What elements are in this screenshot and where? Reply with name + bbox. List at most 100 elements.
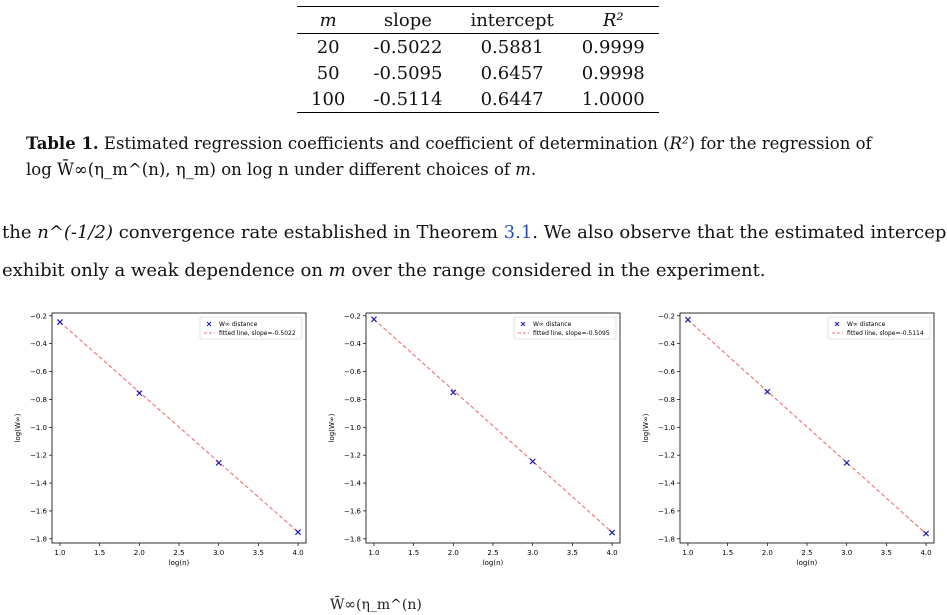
cell-m: 50	[316, 62, 340, 84]
y-tick-label: −1.6	[658, 507, 676, 515]
table-header-row: m slope intercept R²	[297, 6, 659, 34]
x-tick-label: 1.0	[54, 549, 65, 557]
y-tick-label: −1.0	[344, 424, 361, 432]
body-line1-c: . We also observe that the estimated int…	[532, 222, 947, 243]
x-tick-label: 1.5	[408, 549, 419, 557]
fitted-line	[59, 321, 299, 533]
table-caption: Table 1. Estimated regression coefficien…	[26, 131, 926, 183]
legend-label: W∞ distance	[847, 321, 886, 328]
x-tick-label: 2.0	[448, 549, 459, 557]
legend: W∞ distance fitted line, slope=-0.5022	[199, 316, 303, 340]
next-caption-fragment: W̄∞(η_m^(n)	[330, 597, 422, 613]
caption-math-rhs: log n	[247, 160, 289, 179]
plot-frame	[365, 312, 621, 544]
x-axis-label: log(n)	[169, 559, 190, 567]
cell-slope: -0.5095	[373, 62, 443, 84]
x-tick-label: 2.5	[173, 549, 184, 557]
header-slope: slope	[383, 9, 432, 31]
y-tick-label: −0.2	[658, 312, 675, 320]
chart-svg: 1.0 1.5 2.0 2.5 3.0 3.5 4.0 −0.2 −0.4 −0.6 −0.8 −1.…	[328, 312, 621, 567]
x-tick-label: 3.0	[213, 549, 224, 557]
table-row: 50 -0.5095 0.6457 0.9998	[297, 60, 659, 86]
x-tick-label: 3.5	[567, 549, 578, 557]
y-tick-label: −1.8	[344, 535, 361, 543]
legend-marker	[520, 321, 526, 327]
x-tick-label: 2.0	[762, 549, 773, 557]
data-point	[295, 529, 302, 536]
x-tick-label: 4.0	[292, 549, 303, 557]
body-line2-a: exhibit only a weak dependence on	[2, 260, 329, 281]
x-tick-label: 2.0	[134, 549, 145, 557]
y-tick-label: −1.2	[30, 452, 47, 460]
x-tick-label: 2.5	[801, 549, 812, 557]
y-tick-label: −0.2	[30, 312, 47, 320]
chart-svg: 1.0 1.5 2.0 2.5 3.0 3.5 4.0 −0.2 −0.4 −0.6 −0.8 −1.…	[642, 312, 935, 567]
legend-box	[827, 316, 931, 340]
data-point	[609, 529, 616, 536]
cell-r2: 0.9999	[581, 36, 645, 58]
y-tick-label: −0.6	[658, 368, 676, 376]
chart-m20: 1.0 1.5 2.0 2.5 3.0 3.5 4.0 −0.2 −0.4 −0.6 −0.8 −1.…	[8, 305, 313, 580]
cell-m: 100	[311, 88, 346, 110]
x-tick-label: 1.5	[94, 549, 105, 557]
x-tick-label: 3.5	[881, 549, 892, 557]
y-tick-label: −0.4	[344, 340, 362, 348]
data-point	[684, 316, 691, 323]
legend: W∞ distance fitted line, slope=-0.5095	[513, 316, 617, 340]
x-tick-label: 4.0	[920, 549, 931, 557]
plot-frame	[51, 312, 307, 544]
y-axis-label: log(W∞)	[642, 413, 650, 442]
y-tick-label: −0.4	[30, 340, 48, 348]
y-tick-label: −1.6	[344, 507, 362, 515]
y-axis-label: log(W∞)	[14, 413, 22, 442]
cell-intercept: 0.5881	[480, 36, 544, 58]
legend-label: W∞ distance	[219, 321, 258, 328]
cell-r2: 0.9998	[581, 62, 645, 84]
cell-intercept: 0.6457	[480, 62, 544, 84]
cell-slope: -0.5114	[373, 88, 443, 110]
legend-label: fitted line, slope=-0.5114	[847, 330, 924, 337]
legend: W∞ distance fitted line, slope=-0.5114	[827, 316, 931, 340]
y-tick-label: −1.4	[344, 480, 362, 488]
caption-r2: R²	[669, 134, 689, 153]
body-line2-b: over the range considered in the experim…	[345, 260, 766, 281]
data-point	[56, 319, 63, 326]
body-rate-math: n^(-1/2)	[37, 222, 113, 243]
legend-label: fitted line, slope=-0.5095	[533, 330, 610, 337]
y-tick-label: −0.8	[658, 396, 675, 404]
theorem-ref-link[interactable]: 3.1	[503, 222, 533, 243]
results-table: m slope intercept R² 20 -0.5022 0.5881 0…	[297, 6, 659, 113]
y-tick-label: −0.8	[30, 396, 47, 404]
y-tick-label: −1.2	[344, 452, 361, 460]
table-row: 20 -0.5022 0.5881 0.9999	[297, 34, 659, 61]
x-tick-label: 3.0	[841, 549, 852, 557]
chart-svg: 1.0 1.5 2.0 2.5 3.0 3.5 4.0 −0.2 −0.4 −0.6 −0.8 −1.…	[14, 312, 307, 567]
x-axis-label: log(n)	[797, 559, 818, 567]
x-tick-label: 2.5	[487, 549, 498, 557]
caption-end: .	[530, 160, 537, 179]
legend-label: W∞ distance	[533, 321, 572, 328]
y-tick-label: −1.0	[30, 424, 47, 432]
chart-m50: 1.0 1.5 2.0 2.5 3.0 3.5 4.0 −0.2 −0.4 −0.6 −0.8 −1.…	[322, 305, 627, 580]
table-row: 100 -0.5114 0.6447 1.0000	[297, 86, 659, 113]
cell-r2: 1.0000	[581, 88, 645, 110]
y-tick-label: −1.8	[30, 535, 47, 543]
cell-m: 20	[316, 36, 340, 58]
fitted-line	[687, 319, 927, 535]
body-line2-m: m	[328, 260, 346, 281]
y-tick-label: −0.6	[30, 368, 48, 376]
data-point	[215, 459, 222, 466]
chart-m100: 1.0 1.5 2.0 2.5 3.0 3.5 4.0 −0.2 −0.4 −0.6 −0.8 −1.…	[636, 305, 941, 580]
legend-marker	[206, 321, 212, 327]
data-point	[136, 390, 143, 397]
y-tick-label: −0.6	[344, 368, 362, 376]
cell-intercept: 0.6447	[480, 88, 544, 110]
header-r2: R²	[602, 9, 624, 31]
y-tick-label: −1.0	[658, 424, 675, 432]
x-tick-label: 1.5	[722, 549, 733, 557]
y-tick-label: −1.4	[30, 480, 48, 488]
data-point	[450, 389, 457, 396]
cell-slope: -0.5022	[373, 36, 443, 58]
y-tick-label: −0.4	[658, 340, 676, 348]
y-axis-label: log(W∞)	[328, 413, 336, 442]
